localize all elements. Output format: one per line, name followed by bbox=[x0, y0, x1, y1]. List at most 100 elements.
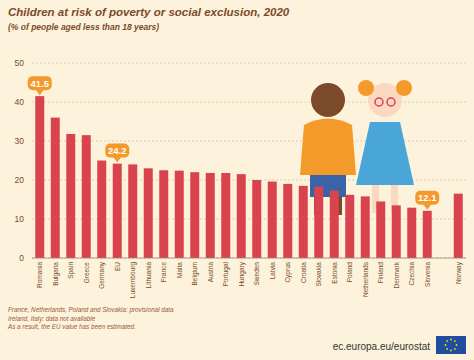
x-tick-label: Austria bbox=[207, 262, 214, 283]
x-tick-label: Spain bbox=[67, 262, 75, 279]
bar bbox=[97, 161, 106, 259]
note: As a result, the EU value has been estim… bbox=[7, 323, 136, 330]
x-tick-label: Germany bbox=[98, 261, 106, 288]
bar bbox=[283, 184, 292, 258]
bar bbox=[51, 118, 60, 258]
x-tick-label: Bulgaria bbox=[52, 262, 60, 286]
bar bbox=[299, 186, 308, 258]
callout-box bbox=[415, 191, 439, 205]
y-tick-label: 50 bbox=[15, 58, 25, 68]
girl-dress bbox=[356, 122, 414, 185]
logo-star bbox=[450, 350, 452, 352]
bars bbox=[35, 96, 462, 258]
bar bbox=[268, 182, 277, 258]
bar bbox=[330, 191, 339, 258]
source: ec.europa.eu/eurostat bbox=[333, 341, 431, 352]
logo-star bbox=[454, 348, 456, 350]
bar bbox=[159, 170, 168, 258]
bar bbox=[82, 135, 91, 258]
y-tick-label: 30 bbox=[15, 136, 25, 146]
logo-star bbox=[445, 344, 447, 346]
background bbox=[0, 0, 474, 360]
grid-line bbox=[32, 63, 466, 64]
bar bbox=[314, 187, 323, 258]
logo-star bbox=[446, 340, 448, 342]
x-tick-label: Estonia bbox=[331, 262, 338, 284]
x-axis bbox=[32, 258, 466, 259]
x-tick-label: Slovakia bbox=[315, 262, 322, 287]
y-tick-label: 10 bbox=[15, 214, 25, 224]
boy-shirt bbox=[300, 119, 356, 176]
callout-label: 41.5 bbox=[31, 78, 50, 89]
grid-line bbox=[32, 258, 466, 259]
grid-line bbox=[32, 219, 466, 220]
bar bbox=[237, 174, 246, 258]
girl-hair bbox=[358, 80, 374, 96]
x-tick-label: Netherlands bbox=[362, 261, 369, 297]
x-tick-label: Hungary bbox=[238, 261, 246, 286]
x-tick-label: Poland bbox=[346, 262, 353, 283]
callout-pointer bbox=[36, 90, 44, 96]
bar bbox=[423, 211, 432, 258]
x-tick-label: Greece bbox=[83, 262, 90, 284]
x-tick-label: Lithuania bbox=[145, 262, 152, 289]
chart: Children at risk of poverty or social ex… bbox=[0, 0, 474, 360]
bar bbox=[144, 168, 153, 258]
bar bbox=[206, 173, 215, 258]
bar bbox=[376, 201, 385, 258]
callout-label: 12.1 bbox=[418, 192, 437, 203]
x-tick-label: Romania bbox=[36, 262, 43, 288]
y-tick-label: 0 bbox=[19, 253, 24, 263]
x-tick-label: Norway bbox=[455, 261, 463, 284]
logo-star bbox=[454, 340, 456, 342]
bar bbox=[407, 208, 416, 258]
title: Children at risk of poverty or social ex… bbox=[8, 6, 290, 18]
girl-hair bbox=[396, 80, 412, 96]
girl-glasses bbox=[387, 98, 395, 106]
note: France, Netherlands, Poland and Slovakia… bbox=[8, 306, 174, 314]
x-tick-label: Belgium bbox=[191, 262, 199, 285]
callout-pointer bbox=[423, 204, 431, 210]
x-tick-label: Croatia bbox=[300, 262, 307, 283]
callout-pointer bbox=[113, 157, 121, 163]
bar bbox=[252, 180, 261, 258]
bar bbox=[66, 134, 75, 258]
x-tick-label: Malta bbox=[176, 262, 183, 278]
x-tick-label: Czechia bbox=[408, 262, 415, 286]
bar bbox=[392, 205, 401, 258]
bar bbox=[221, 173, 230, 258]
bar bbox=[35, 96, 44, 258]
x-tick-label: Cyprus bbox=[284, 261, 292, 282]
callout: 24.2 bbox=[105, 144, 129, 163]
x-tick-label: Latvia bbox=[269, 262, 276, 280]
x-tick-label: Sweden bbox=[253, 262, 260, 286]
callout-box bbox=[105, 144, 129, 158]
logo-star bbox=[450, 339, 452, 341]
note: Ireland, Italy: data not available bbox=[8, 315, 96, 323]
callout-box bbox=[28, 76, 52, 90]
y-tick-label: 40 bbox=[15, 97, 25, 107]
x-tick-label: Portugal bbox=[222, 261, 230, 286]
bar bbox=[361, 196, 370, 258]
bar bbox=[113, 164, 122, 258]
x-tick-label: Denmark bbox=[393, 261, 400, 288]
girl-glasses bbox=[375, 98, 383, 106]
x-tick-label: Luxembourg bbox=[129, 262, 137, 299]
x-tick-label: EU bbox=[114, 262, 121, 271]
callout: 41.5 bbox=[28, 76, 52, 95]
bar bbox=[128, 164, 137, 258]
x-tick-label: Slovenia bbox=[424, 262, 431, 287]
boy-head bbox=[311, 83, 345, 117]
bar bbox=[190, 172, 199, 258]
subtitle: (% of people aged less than 18 years) bbox=[8, 22, 159, 32]
bar bbox=[454, 194, 463, 258]
callout-label: 24.2 bbox=[108, 145, 127, 156]
logo-star bbox=[456, 344, 458, 346]
y-tick-label: 20 bbox=[15, 175, 25, 185]
x-tick-label: Finland bbox=[377, 262, 384, 284]
logo-star bbox=[446, 348, 448, 350]
bar bbox=[345, 195, 354, 258]
callout: 12.1 bbox=[415, 191, 439, 210]
logo bbox=[436, 336, 466, 354]
x-tick-label: France bbox=[160, 262, 167, 283]
